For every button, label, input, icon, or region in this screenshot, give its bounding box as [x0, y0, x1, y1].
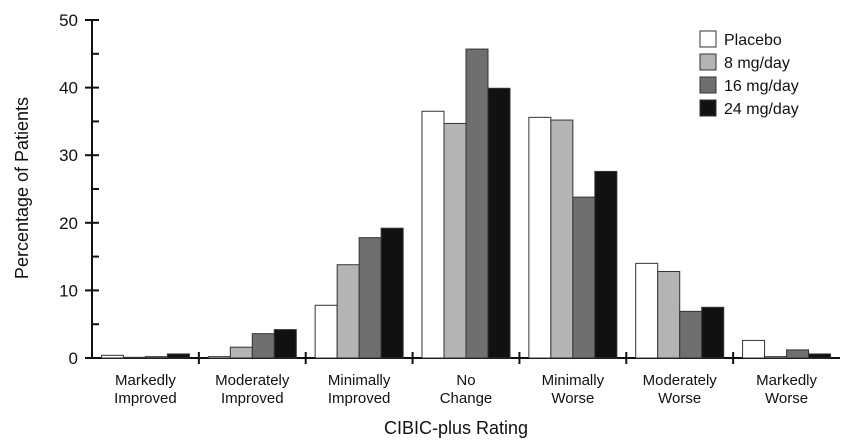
bars — [100, 48, 832, 359]
bar-placebo-2 — [314, 304, 338, 359]
category-label: No — [456, 372, 475, 389]
bar-24-mg-day-4 — [594, 170, 618, 359]
y-axis: 0 10 20 30 40 50 — [59, 11, 99, 368]
bar-placebo-5 — [635, 262, 659, 359]
legend: Placebo 8 mg/day 16 mg/day 24 mg/day — [699, 30, 799, 118]
bar-24-mg-day-1 — [273, 329, 297, 359]
category-label: Improved — [328, 390, 391, 407]
category-label: Minimally — [542, 372, 605, 389]
category-label: Moderately — [215, 372, 290, 389]
bar-8-mg-day-0 — [122, 356, 146, 359]
category-label: Change — [440, 390, 493, 407]
bar-16-mg-day-0 — [144, 356, 168, 359]
category-label: Improved — [114, 390, 177, 407]
bar-placebo-0 — [100, 354, 124, 359]
bar-24-mg-day-6 — [808, 353, 832, 359]
category-label: Worse — [765, 390, 808, 407]
bar-8-mg-day-1 — [229, 346, 253, 359]
y-tick-label: 50 — [59, 11, 78, 30]
y-tick-label: 20 — [59, 214, 78, 233]
category-label: Markedly — [115, 372, 176, 389]
bar-16-mg-day-5 — [679, 310, 703, 359]
bar-8-mg-day-2 — [336, 264, 360, 359]
bar-placebo-1 — [207, 356, 231, 359]
category-label: Markedly — [756, 372, 817, 389]
category-labels: MarkedlyImprovedModeratelyImprovedMinima… — [114, 372, 817, 407]
bar-16-mg-day-2 — [358, 237, 382, 359]
bar-8-mg-day-5 — [657, 270, 681, 359]
bar-16-mg-day-1 — [251, 333, 275, 359]
category-label: Worse — [658, 390, 701, 407]
bar-24-mg-day-0 — [166, 353, 190, 359]
y-tick-label: 30 — [59, 146, 78, 165]
bar-16-mg-day-3 — [465, 48, 489, 359]
y-tick-label: 40 — [59, 79, 78, 98]
bar-24-mg-day-5 — [701, 306, 725, 359]
category-label: Improved — [221, 390, 284, 407]
bar-24-mg-day-2 — [380, 227, 404, 359]
y-axis-title: Percentage of Patients — [12, 97, 32, 279]
category-label: Worse — [551, 390, 594, 407]
legend-swatch — [699, 53, 717, 71]
bar-16-mg-day-4 — [572, 196, 596, 359]
legend-swatch — [699, 76, 717, 94]
bar-8-mg-day-6 — [764, 356, 788, 359]
y-tick-label: 0 — [69, 349, 78, 368]
y-tick-label: 10 — [59, 281, 78, 300]
x-axis-title: CIBIC-plus Rating — [384, 418, 528, 438]
bar-placebo-3 — [421, 110, 445, 359]
bar-24-mg-day-3 — [487, 87, 511, 359]
legend-label: 16 mg/day — [724, 78, 799, 95]
bar-placebo-4 — [528, 116, 552, 359]
bar-8-mg-day-3 — [443, 122, 467, 359]
legend-label: 8 mg/day — [724, 55, 790, 72]
legend-label: 24 mg/day — [724, 101, 799, 118]
bar-16-mg-day-6 — [786, 349, 810, 359]
bar-8-mg-day-4 — [550, 119, 574, 359]
legend-label: Placebo — [724, 32, 782, 49]
legend-swatch — [699, 30, 717, 48]
legend-swatch — [699, 99, 717, 117]
category-label: Moderately — [643, 372, 718, 389]
category-label: Minimally — [328, 372, 391, 389]
bar-placebo-6 — [742, 339, 766, 359]
